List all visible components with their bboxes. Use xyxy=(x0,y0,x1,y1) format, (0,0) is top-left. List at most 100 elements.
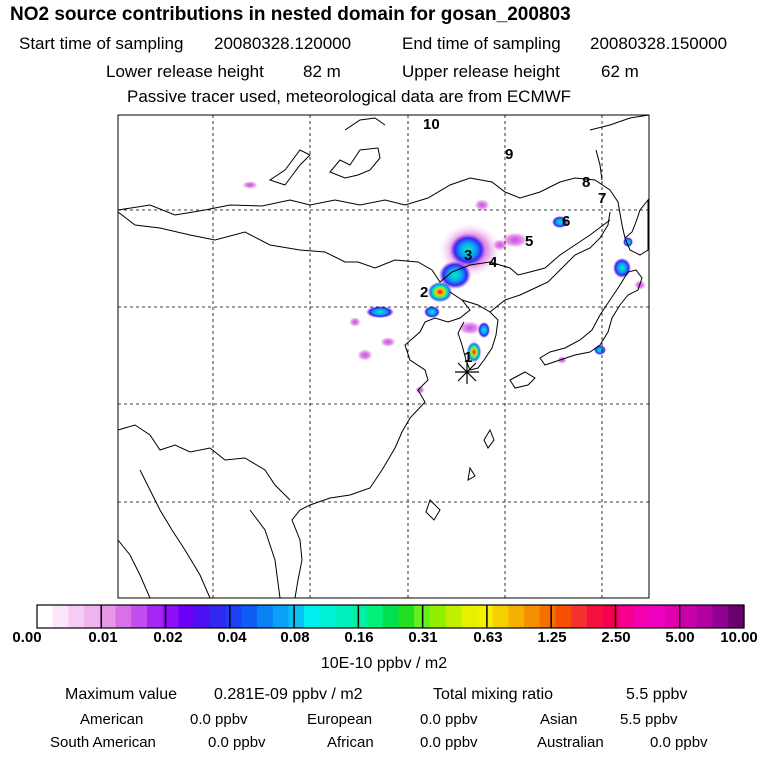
colorbar-tick-label: 0.08 xyxy=(280,629,310,646)
colorbar-cell xyxy=(178,605,195,628)
colorbar-cell xyxy=(131,605,148,628)
colorbar-cell xyxy=(649,605,667,628)
plot-title: NO2 source contributions in nested domai… xyxy=(10,4,571,25)
region-name: Australian xyxy=(537,734,604,751)
coastline-okhotsk xyxy=(589,115,649,131)
colorbar-cell xyxy=(429,605,447,628)
colorbar-cell xyxy=(571,605,588,628)
colorbar-tick-label: 0.31 xyxy=(408,629,438,646)
max-value: 0.281E-09 ppbv / m2 xyxy=(214,686,363,703)
end-time-label: End time of sampling xyxy=(402,34,561,53)
colorbar-unit-label: 10E-10 ppbv / m2 xyxy=(320,655,448,672)
trajectory-marker: 3 xyxy=(464,247,472,264)
colorbar-cell xyxy=(618,605,635,628)
plume-cell xyxy=(242,181,258,189)
trajectory-marker: 5 xyxy=(525,233,533,250)
colorbar-cells xyxy=(37,605,745,628)
trajectory-marker: 4 xyxy=(489,254,498,271)
region-value: 0.0 ppbv xyxy=(650,734,708,751)
upper-height-value: 62 m xyxy=(601,62,639,81)
colorbar xyxy=(36,604,745,629)
border-line xyxy=(344,117,386,131)
total-mixing-value: 5.5 ppbv xyxy=(626,686,688,703)
coastline-hokkaido xyxy=(624,198,649,256)
border-line xyxy=(118,539,151,598)
colorbar-cell xyxy=(225,605,242,628)
plume-cell xyxy=(458,321,482,335)
colorbar-cell xyxy=(555,605,572,628)
island-outline xyxy=(483,428,495,449)
colorbar-cell xyxy=(665,605,682,628)
colorbar-cell xyxy=(162,605,179,628)
colorbar-cell xyxy=(194,605,211,628)
colorbar-tick-label: 0.02 xyxy=(153,629,183,646)
colorbar-cell xyxy=(586,605,604,628)
max-value-label: Maximum value xyxy=(65,686,178,703)
region-name: South American xyxy=(50,734,156,751)
plume-cell xyxy=(357,349,373,361)
border-line xyxy=(118,211,611,283)
data-source-note: Passive tracer used, meteorological data… xyxy=(127,87,572,106)
colorbar-tick-lines xyxy=(100,605,681,628)
start-time-label: Start time of sampling xyxy=(19,34,184,53)
colorbar-tick-label: 1.25 xyxy=(537,629,567,646)
plume-cell xyxy=(613,258,631,278)
colorbar-cell xyxy=(351,605,368,628)
border-line xyxy=(249,509,281,598)
region-value: 5.5 ppbv xyxy=(620,711,678,728)
colorbar-cell xyxy=(712,605,729,628)
colorbar-frame xyxy=(36,604,745,629)
receptor-asterisk-icon xyxy=(455,360,479,384)
plume-cell xyxy=(366,306,394,318)
colorbar-cell xyxy=(209,605,227,628)
trajectory-marker: 1 xyxy=(464,349,472,366)
start-time-value: 20080328.120000 xyxy=(214,34,352,53)
colorbar-cell xyxy=(461,605,478,628)
plume-cell xyxy=(467,342,481,362)
coastline-china xyxy=(291,291,471,598)
colorbar-cell xyxy=(68,605,85,628)
trajectory-marker: 6 xyxy=(562,213,570,230)
plume-cell xyxy=(450,234,486,266)
colorbar-cell xyxy=(492,605,509,628)
region-name: African xyxy=(327,734,374,751)
colorbar-cell xyxy=(115,605,132,628)
colorbar-cell xyxy=(84,605,101,628)
trajectory-marker: 7 xyxy=(598,190,606,207)
border-line xyxy=(139,469,211,598)
end-time-value: 20080328.150000 xyxy=(590,34,728,53)
colorbar-tick-label: 10.00 xyxy=(720,629,758,646)
colorbar-cell xyxy=(241,605,258,628)
border-line xyxy=(118,177,626,239)
plume-cell xyxy=(474,199,490,211)
colorbar-cell xyxy=(524,605,541,628)
colorbar-cell xyxy=(99,605,117,628)
colorbar-cell xyxy=(288,605,305,628)
colorbar-cell xyxy=(508,605,525,628)
colorbar-cell xyxy=(366,605,384,628)
colorbar-cell xyxy=(382,605,399,628)
plume-cell xyxy=(424,306,440,318)
trajectory-markers: 1 2 3 4 5 6 7 8 9 10 xyxy=(420,116,606,366)
region-value: 0.0 ppbv xyxy=(208,734,266,751)
colorbar-cell xyxy=(335,605,352,628)
plume-cell xyxy=(501,232,529,248)
colorbar-cell xyxy=(602,605,619,628)
trajectory-marker: 2 xyxy=(420,284,428,301)
colorbar-cell xyxy=(304,605,321,628)
colorbar-tick-label: 0.00 xyxy=(12,629,42,646)
region-name: European xyxy=(307,711,373,728)
plume-cell xyxy=(380,337,396,347)
colorbar-cell xyxy=(539,605,557,628)
colorbar-cell xyxy=(634,605,651,628)
coastline-russia xyxy=(489,211,611,313)
concentration-field xyxy=(242,181,646,394)
border-line xyxy=(329,147,381,179)
lower-height-label: Lower release height xyxy=(106,62,264,81)
region-value: 0.0 ppbv xyxy=(420,734,478,751)
plume-cell xyxy=(492,239,508,251)
plume-cell xyxy=(428,282,452,302)
coastlines xyxy=(118,115,649,598)
colorbar-cell xyxy=(681,605,698,628)
colorbar-tick-label: 0.04 xyxy=(217,629,247,646)
